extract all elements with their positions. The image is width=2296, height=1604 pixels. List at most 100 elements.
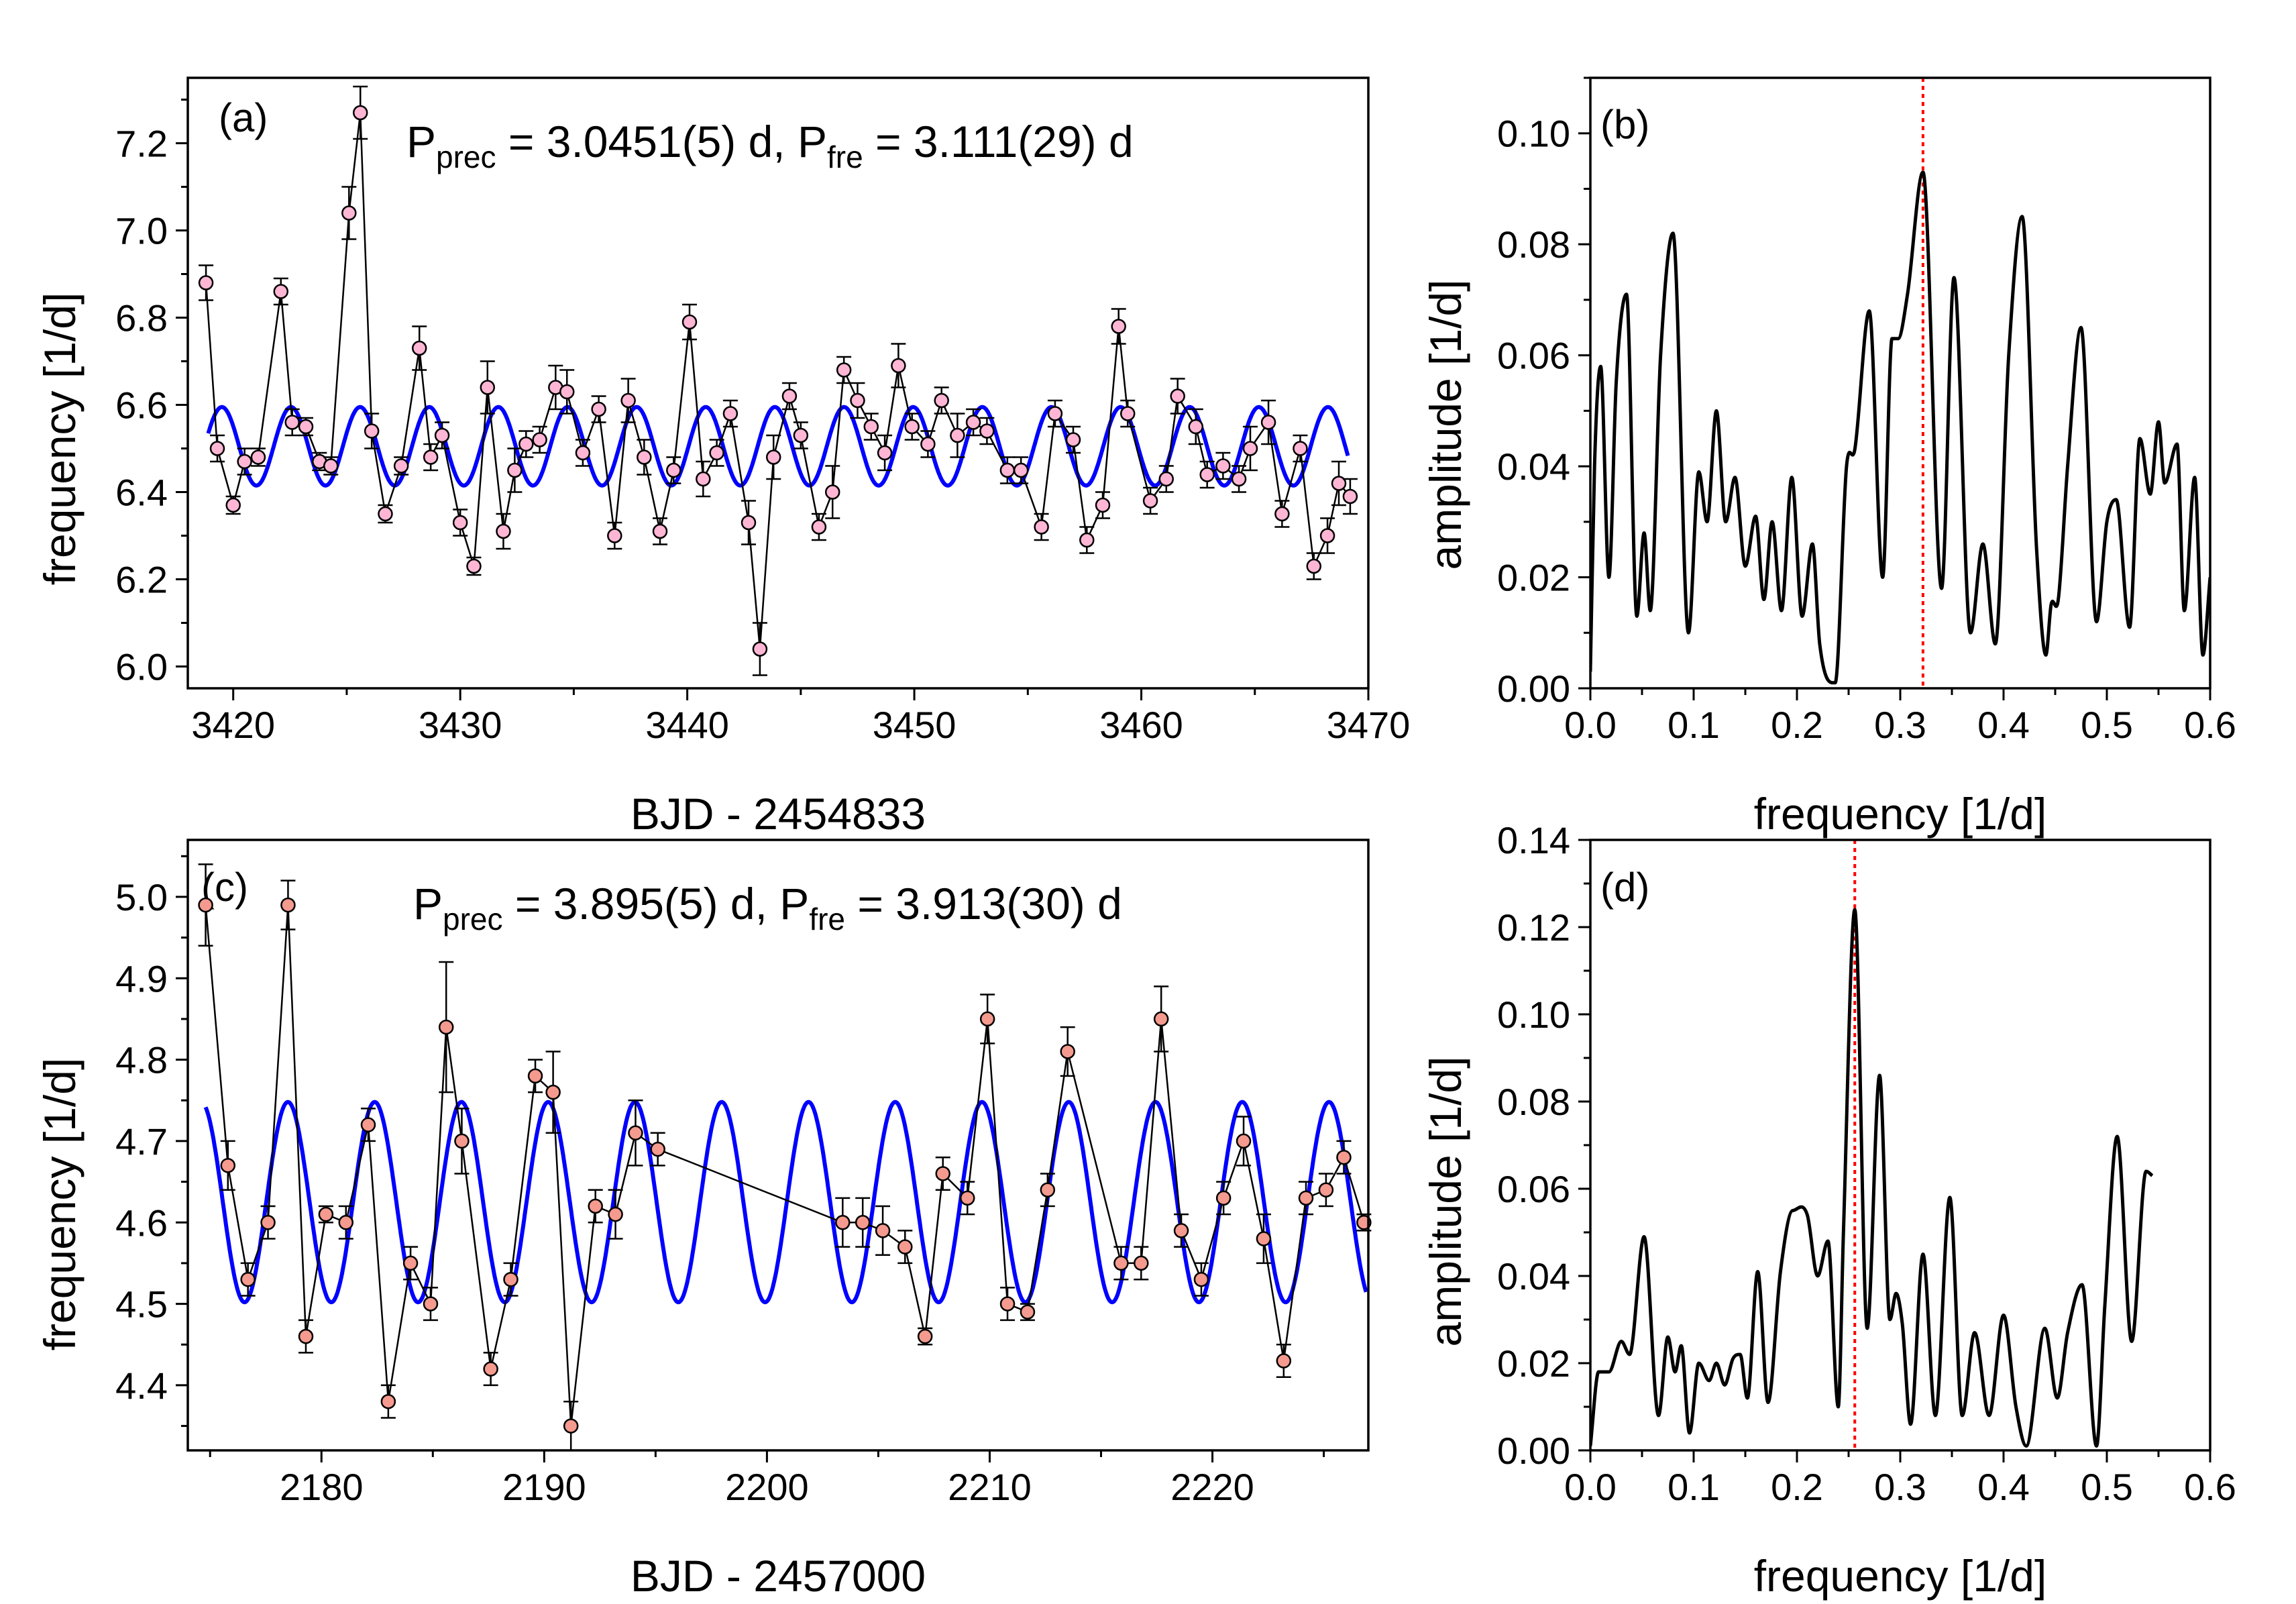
data-point — [1193, 1271, 1209, 1287]
data-point — [650, 1141, 665, 1157]
data-point — [423, 1296, 439, 1312]
panel-c-xlabel: BJD - 2457000 — [631, 1551, 926, 1601]
data-point — [438, 1019, 454, 1035]
data-point — [781, 388, 798, 404]
panel-a-annot-p1-val: = 3.0451(5) d, — [496, 117, 798, 166]
y-tick-label: 0.00 — [1497, 667, 1570, 710]
data-point — [765, 449, 781, 465]
data-point — [545, 1084, 561, 1100]
data-point — [979, 423, 995, 439]
panel-c-annot-p2: P — [779, 879, 809, 928]
x-tick-label: 2180 — [280, 1466, 364, 1508]
data-point — [496, 523, 511, 539]
data-point — [1318, 1182, 1334, 1197]
data-point — [1231, 471, 1247, 487]
data-point — [518, 436, 534, 452]
data-point — [507, 462, 523, 478]
data-point — [1306, 558, 1322, 574]
panel-a-chart: (a) Pprec = 3.0451(5) d, Pfre = 3.111(29… — [35, 76, 1410, 839]
x-tick-label: 2220 — [1170, 1466, 1254, 1508]
data-point — [741, 515, 757, 531]
data-point — [999, 1296, 1016, 1312]
data-point — [1142, 493, 1158, 509]
data-point — [722, 406, 739, 421]
y-tick-label: 0.10 — [1497, 994, 1570, 1036]
data-point — [935, 1166, 950, 1181]
data-point — [1158, 471, 1174, 487]
y-tick-label: 0.12 — [1497, 906, 1570, 949]
panel-a-annot-p1-sub: prec — [436, 140, 496, 174]
data-point — [1336, 1149, 1352, 1165]
data-point — [1331, 476, 1347, 491]
panel-c-annot-p2-sub: fre — [809, 902, 845, 937]
y-tick-label: 4.5 — [115, 1283, 168, 1326]
model-sinusoid-line — [203, 1100, 1368, 1305]
data-point — [240, 1271, 256, 1287]
data-point — [752, 641, 768, 657]
panel-a-ylabel: frequency [1/d] — [35, 292, 85, 586]
y-tick-label: 7.0 — [115, 210, 168, 252]
y-tick-label: 5.0 — [115, 876, 168, 918]
panel-a-annot-p2: P — [798, 117, 827, 166]
data-point — [1298, 1190, 1314, 1206]
x-tick-label: 0.0 — [1564, 1466, 1617, 1508]
data-point — [1047, 406, 1063, 421]
y-tick-label: 0.02 — [1497, 557, 1570, 599]
x-tick-label: 0.4 — [1977, 704, 2030, 746]
panel-d-chart: (d) frequency [1/d] amplitude [1/d] 0.0 0… — [1421, 819, 2236, 1601]
x-tick-label: 0.5 — [2081, 1466, 2133, 1508]
panel-b-label: (b) — [1600, 102, 1649, 147]
data-point — [454, 1133, 470, 1149]
x-tick-label: 3420 — [191, 704, 275, 746]
data-point — [608, 1206, 623, 1222]
data-point — [423, 449, 439, 465]
data-point — [298, 419, 314, 435]
data-point — [466, 558, 482, 574]
data-point — [352, 105, 368, 121]
panel-c-annot-p1-sub: prec — [443, 902, 502, 937]
data-point — [1079, 532, 1095, 548]
x-tick-label: 2200 — [725, 1466, 809, 1508]
data-point — [1065, 432, 1081, 447]
data-point — [850, 392, 865, 409]
data-point — [503, 1271, 518, 1287]
data-point — [696, 471, 711, 487]
periodogram-line — [1590, 170, 2210, 685]
data-point — [563, 1418, 579, 1434]
data-point — [1040, 1182, 1056, 1197]
data-point — [950, 427, 965, 443]
data-point — [1170, 388, 1185, 404]
x-tick-label: 2210 — [948, 1466, 1032, 1508]
data-point — [793, 427, 809, 443]
data-point — [1153, 1011, 1169, 1027]
panel-c-chart: (c) Pprec = 3.895(5) d, Pfre = 3.913(30)… — [35, 839, 1372, 1601]
y-tick-label: 6.6 — [115, 384, 168, 427]
data-point — [198, 275, 214, 290]
y-tick-label: 4.6 — [115, 1201, 168, 1244]
y-tick-label: 6.0 — [115, 646, 168, 688]
data-point — [273, 284, 289, 299]
x-tick-label: 0.2 — [1771, 1466, 1823, 1508]
data-point — [1342, 488, 1358, 504]
x-tick-label: 3440 — [645, 704, 729, 746]
data-point — [1034, 519, 1049, 535]
data-point — [1020, 1304, 1036, 1320]
y-tick-label: 0.08 — [1497, 1081, 1570, 1123]
data-point — [1260, 415, 1276, 430]
x-tick-label: 0.2 — [1771, 704, 1823, 746]
data-point — [666, 462, 681, 478]
y-tick-label: 4.4 — [115, 1365, 168, 1407]
data-point — [811, 519, 827, 535]
y-tick-label: 0.06 — [1497, 1168, 1570, 1210]
data-point — [652, 523, 668, 539]
y-tick-label: 0.08 — [1497, 223, 1570, 266]
data-point — [1173, 1223, 1189, 1238]
data-point — [452, 515, 468, 531]
plot-frame — [186, 839, 1370, 1452]
data-point — [979, 1011, 995, 1027]
panel-c-annot-p1: P — [413, 879, 443, 928]
data-point — [917, 1328, 933, 1344]
panel-d-xlabel: frequency [1/d] — [1754, 1551, 2047, 1601]
data-point — [1215, 458, 1231, 474]
data-point — [1111, 319, 1126, 334]
